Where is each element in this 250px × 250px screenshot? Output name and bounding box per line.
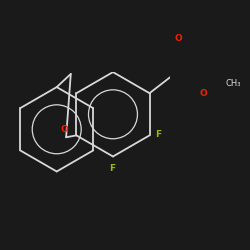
Text: F: F [156, 130, 162, 139]
Text: CH₃: CH₃ [225, 79, 240, 88]
Text: O: O [175, 34, 182, 43]
Text: O: O [60, 126, 68, 134]
Text: O: O [200, 89, 207, 98]
Text: F: F [109, 164, 115, 173]
